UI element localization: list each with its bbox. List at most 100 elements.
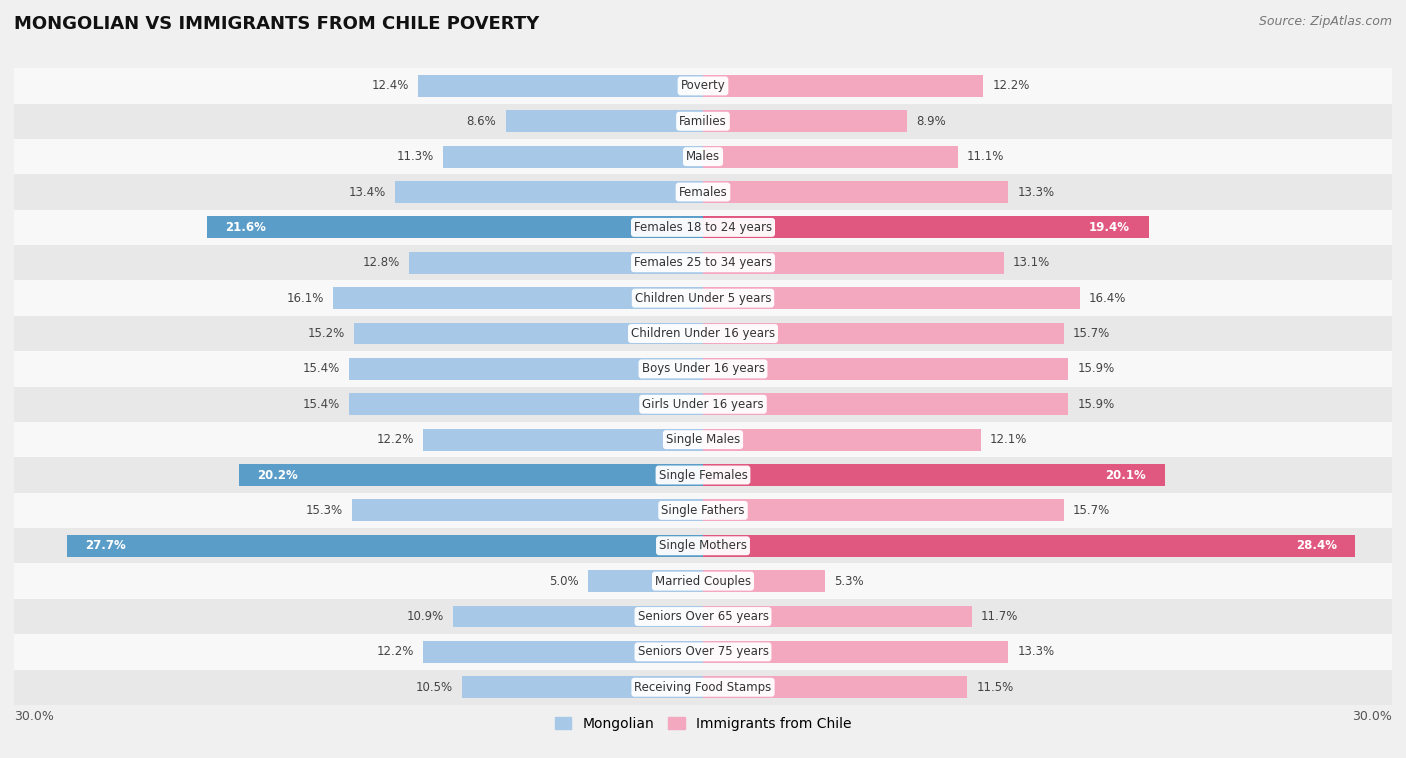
Text: Source: ZipAtlas.com: Source: ZipAtlas.com	[1258, 15, 1392, 28]
Text: 12.8%: 12.8%	[363, 256, 399, 269]
Text: Females 25 to 34 years: Females 25 to 34 years	[634, 256, 772, 269]
Bar	[703, 641, 1008, 662]
Text: 15.4%: 15.4%	[302, 398, 340, 411]
Bar	[703, 393, 1069, 415]
Bar	[14, 68, 1392, 104]
Text: 13.1%: 13.1%	[1012, 256, 1050, 269]
Text: 10.5%: 10.5%	[416, 681, 453, 694]
Text: Children Under 5 years: Children Under 5 years	[634, 292, 772, 305]
Text: 15.7%: 15.7%	[1073, 327, 1109, 340]
Bar	[703, 181, 1008, 203]
Text: 11.7%: 11.7%	[981, 610, 1018, 623]
Text: 12.2%: 12.2%	[377, 645, 413, 659]
Bar	[395, 181, 703, 203]
Text: 16.4%: 16.4%	[1088, 292, 1126, 305]
Text: Families: Families	[679, 114, 727, 128]
Bar	[14, 528, 1392, 563]
Text: Poverty: Poverty	[681, 80, 725, 92]
Text: 15.9%: 15.9%	[1077, 398, 1115, 411]
Bar	[14, 280, 1392, 316]
Text: 21.6%: 21.6%	[225, 221, 266, 234]
Bar	[703, 111, 907, 132]
Bar	[453, 606, 703, 628]
Text: 15.9%: 15.9%	[1077, 362, 1115, 375]
Text: 15.2%: 15.2%	[308, 327, 344, 340]
Bar	[14, 493, 1392, 528]
Bar	[14, 634, 1392, 669]
Text: 11.3%: 11.3%	[396, 150, 434, 163]
Bar	[423, 429, 703, 450]
Bar	[703, 570, 825, 592]
Bar	[14, 316, 1392, 351]
Text: Single Mothers: Single Mothers	[659, 539, 747, 553]
Bar	[703, 146, 957, 168]
Text: 15.4%: 15.4%	[302, 362, 340, 375]
Text: Girls Under 16 years: Girls Under 16 years	[643, 398, 763, 411]
Bar	[239, 464, 703, 486]
Bar	[14, 457, 1392, 493]
Bar	[352, 500, 703, 522]
Bar	[703, 287, 1080, 309]
Bar	[14, 104, 1392, 139]
Text: 12.1%: 12.1%	[990, 433, 1028, 446]
Bar	[703, 217, 1149, 238]
Text: 30.0%: 30.0%	[14, 710, 53, 723]
Bar	[703, 323, 1063, 344]
Bar	[703, 252, 1004, 274]
Bar	[409, 252, 703, 274]
Text: 20.1%: 20.1%	[1105, 468, 1146, 481]
Bar	[14, 563, 1392, 599]
Bar	[14, 245, 1392, 280]
Text: 30.0%: 30.0%	[1353, 710, 1392, 723]
Text: MONGOLIAN VS IMMIGRANTS FROM CHILE POVERTY: MONGOLIAN VS IMMIGRANTS FROM CHILE POVER…	[14, 15, 540, 33]
Text: Married Couples: Married Couples	[655, 575, 751, 587]
Text: 12.2%: 12.2%	[993, 80, 1029, 92]
Text: 8.9%: 8.9%	[917, 114, 946, 128]
Text: 13.4%: 13.4%	[349, 186, 387, 199]
Bar	[588, 570, 703, 592]
Bar	[354, 323, 703, 344]
Text: 13.3%: 13.3%	[1018, 645, 1054, 659]
Bar	[461, 676, 703, 698]
Text: 15.7%: 15.7%	[1073, 504, 1109, 517]
Text: 20.2%: 20.2%	[257, 468, 298, 481]
Text: 13.3%: 13.3%	[1018, 186, 1054, 199]
Bar	[423, 641, 703, 662]
Bar	[349, 393, 703, 415]
Text: Seniors Over 65 years: Seniors Over 65 years	[637, 610, 769, 623]
Bar	[333, 287, 703, 309]
Bar	[14, 599, 1392, 634]
Text: 5.0%: 5.0%	[550, 575, 579, 587]
Text: 12.4%: 12.4%	[371, 80, 409, 92]
Bar	[14, 422, 1392, 457]
Text: 5.3%: 5.3%	[834, 575, 863, 587]
Text: Single Fathers: Single Fathers	[661, 504, 745, 517]
Text: Single Females: Single Females	[658, 468, 748, 481]
Bar	[703, 429, 981, 450]
Bar	[67, 535, 703, 556]
Text: 19.4%: 19.4%	[1090, 221, 1130, 234]
Text: 8.6%: 8.6%	[467, 114, 496, 128]
Text: Boys Under 16 years: Boys Under 16 years	[641, 362, 765, 375]
Bar	[14, 139, 1392, 174]
Bar	[703, 606, 972, 628]
Bar	[14, 387, 1392, 422]
Bar	[703, 676, 967, 698]
Bar	[703, 464, 1164, 486]
Bar	[418, 75, 703, 97]
Text: Seniors Over 75 years: Seniors Over 75 years	[637, 645, 769, 659]
Text: 11.5%: 11.5%	[976, 681, 1014, 694]
Text: 16.1%: 16.1%	[287, 292, 323, 305]
Text: 10.9%: 10.9%	[406, 610, 443, 623]
Bar	[703, 500, 1063, 522]
Text: Receiving Food Stamps: Receiving Food Stamps	[634, 681, 772, 694]
Bar	[207, 217, 703, 238]
Text: Single Males: Single Males	[666, 433, 740, 446]
Text: 12.2%: 12.2%	[377, 433, 413, 446]
Text: Males: Males	[686, 150, 720, 163]
Text: 27.7%: 27.7%	[86, 539, 127, 553]
Text: Children Under 16 years: Children Under 16 years	[631, 327, 775, 340]
Bar	[349, 358, 703, 380]
Bar	[703, 75, 983, 97]
Bar	[703, 535, 1355, 556]
